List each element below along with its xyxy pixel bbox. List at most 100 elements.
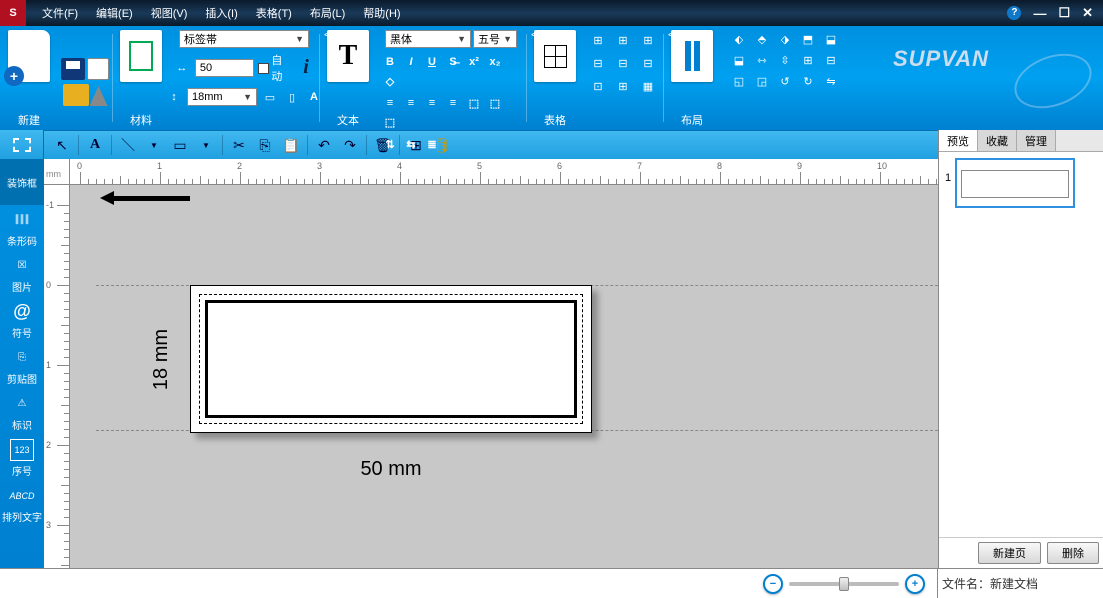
distribute-v-icon[interactable]: ⇳	[775, 51, 795, 69]
distribute-h-icon[interactable]: ⇿	[752, 51, 772, 69]
rotate-left-icon[interactable]: ↺	[775, 72, 795, 90]
redo-icon[interactable]: ↷	[338, 134, 362, 156]
sidebar-frame-icon[interactable]	[0, 130, 44, 159]
page-thumbnail[interactable]: 1	[945, 158, 1085, 208]
menu-help[interactable]: 帮助(H)	[355, 1, 408, 25]
align-hcenter-icon[interactable]: ⬘	[752, 30, 772, 48]
pointer-tool-icon[interactable]: ↖	[50, 134, 74, 156]
align-bottom-edge-icon[interactable]: ⬓	[729, 51, 749, 69]
label-type-combo[interactable]: 标签帯▼	[179, 30, 309, 48]
sidebar-item-image[interactable]: ☒ 图片	[0, 251, 44, 297]
insert-col-right-icon[interactable]: ⊟	[587, 53, 609, 73]
line-height-icon[interactable]: ≣	[423, 136, 441, 152]
flip-icon[interactable]: ⇋	[821, 72, 841, 90]
menu-edit[interactable]: 编辑(E)	[88, 1, 141, 25]
paste-icon[interactable]: 📋	[279, 134, 303, 156]
close-button[interactable]: ✕	[1082, 5, 1093, 21]
text-tool-icon[interactable]: A	[83, 134, 107, 156]
delete-row-icon[interactable]: ⊟	[612, 53, 634, 73]
cell-border-icon[interactable]: ▦	[637, 76, 659, 96]
underline-icon[interactable]: U	[423, 54, 441, 70]
merge-cells-icon[interactable]: ⊡	[587, 76, 609, 96]
align-center-icon[interactable]: ≡	[402, 95, 420, 111]
split-cells-icon[interactable]: ⊞	[612, 76, 634, 96]
print-icon[interactable]	[90, 86, 108, 106]
valign-bot-icon[interactable]: ⬚	[381, 114, 399, 130]
rect-dd-icon[interactable]: ▼	[194, 134, 218, 156]
page-icon[interactable]	[87, 58, 109, 80]
minimize-button[interactable]: —	[1033, 6, 1046, 21]
menu-view[interactable]: 视图(V)	[143, 1, 196, 25]
label-object[interactable]: 18 mm 50 mm	[190, 285, 592, 445]
tab-favorites[interactable]: 收藏	[978, 130, 1017, 151]
zoom-slider[interactable]	[789, 582, 899, 586]
menu-insert[interactable]: 插入(I)	[197, 1, 245, 25]
indent-icon[interactable]: ⇆	[402, 136, 420, 152]
ungroup-icon[interactable]: ⊟	[821, 51, 841, 69]
delete-col-icon[interactable]: ⊟	[637, 53, 659, 73]
zoom-out-button[interactable]: −	[763, 574, 783, 594]
send-back-icon[interactable]: ◲	[752, 72, 772, 90]
help-icon[interactable]: ?	[1007, 6, 1021, 20]
font-size-combo[interactable]: 五号▼	[473, 30, 517, 48]
align-right-edge-icon[interactable]: ⬗	[775, 30, 795, 48]
insert-row-above-icon[interactable]: ⊞	[587, 30, 609, 50]
align-right-icon[interactable]: ≡	[423, 95, 441, 111]
material-icon[interactable]	[120, 30, 162, 82]
sidebar-item-marker[interactable]: ⚠ 标识	[0, 389, 44, 435]
rotate-right-icon[interactable]: ↻	[798, 72, 818, 90]
new-document-icon[interactable]	[8, 30, 50, 82]
rect-tool-icon[interactable]: ▭	[168, 134, 192, 156]
italic-icon[interactable]: I	[402, 54, 420, 70]
zoom-in-button[interactable]: +	[905, 574, 925, 594]
superscript-icon[interactable]: x²	[465, 54, 483, 70]
align-vcenter-icon[interactable]: ⬓	[821, 30, 841, 48]
subscript-icon[interactable]: x₂	[486, 54, 504, 70]
orientation-h-icon[interactable]: ▭	[261, 91, 279, 104]
valign-mid-icon[interactable]: ⬚	[486, 95, 504, 111]
delete-page-button[interactable]: 删除	[1047, 542, 1099, 564]
tab-manage[interactable]: 管理	[1017, 130, 1056, 151]
sidebar-item-symbol[interactable]: @ 符号	[0, 297, 44, 343]
open-folder-icon[interactable]	[63, 84, 89, 106]
canvas[interactable]: 18 mm 50 mm	[70, 185, 938, 568]
insert-row-below-icon[interactable]: ⊞	[612, 30, 634, 50]
align-justify-icon[interactable]: ≡	[444, 95, 462, 111]
strike-icon[interactable]: S̶	[444, 54, 462, 70]
info-icon[interactable]: i	[297, 56, 315, 80]
new-page-button[interactable]: 新建页	[978, 542, 1041, 564]
spacing-icon[interactable]: ⇅	[381, 136, 399, 152]
collapse-icon[interactable]: <<	[531, 30, 543, 41]
bring-front-icon[interactable]: ◱	[729, 72, 749, 90]
sidebar-item-frame[interactable]: 装饰框	[0, 159, 44, 205]
line-dd-icon[interactable]: ▼	[142, 134, 166, 156]
auto-width-checkbox[interactable]: 自动	[258, 52, 293, 84]
undo-icon[interactable]: ↶	[312, 134, 336, 156]
group-icon[interactable]: ⊞	[798, 51, 818, 69]
align-left-icon[interactable]: ≡	[381, 95, 399, 111]
valign-top-icon[interactable]: ⬚	[465, 95, 483, 111]
cut-icon[interactable]: ✂	[227, 134, 251, 156]
line-tool-icon[interactable]: ＼	[116, 134, 140, 156]
width-input[interactable]: 50	[195, 59, 255, 77]
collapse-icon[interactable]: <<	[668, 30, 680, 41]
align-top-edge-icon[interactable]: ⬒	[798, 30, 818, 48]
font-name-combo[interactable]: 黑体▼	[385, 30, 471, 48]
tab-preview[interactable]: 预览	[939, 130, 978, 151]
sidebar-item-barcode[interactable]: ∥∥∥ 条形码	[0, 205, 44, 251]
sidebar-item-serial[interactable]: 123 序号	[0, 435, 44, 481]
align-left-edge-icon[interactable]: ⬖	[729, 30, 749, 48]
menu-file[interactable]: 文件(F)	[34, 1, 86, 25]
copy-icon[interactable]: ⎘	[253, 134, 277, 156]
menu-layout[interactable]: 布局(L)	[302, 1, 353, 25]
orientation-v-icon[interactable]: ▯	[283, 91, 301, 104]
insert-col-left-icon[interactable]: ⊞	[637, 30, 659, 50]
sidebar-item-clipart[interactable]: ⎘ 剪贴图	[0, 343, 44, 389]
collapse-icon[interactable]: <<	[324, 30, 336, 41]
height-combo[interactable]: 18mm▼	[187, 88, 257, 106]
outline-icon[interactable]: ◇	[381, 73, 399, 89]
maximize-button[interactable]: ☐	[1058, 5, 1070, 21]
sidebar-item-arrange-text[interactable]: ABCD 排列文字	[0, 481, 44, 527]
bold-icon[interactable]: B	[381, 54, 399, 70]
menu-table[interactable]: 表格(T)	[248, 1, 300, 25]
